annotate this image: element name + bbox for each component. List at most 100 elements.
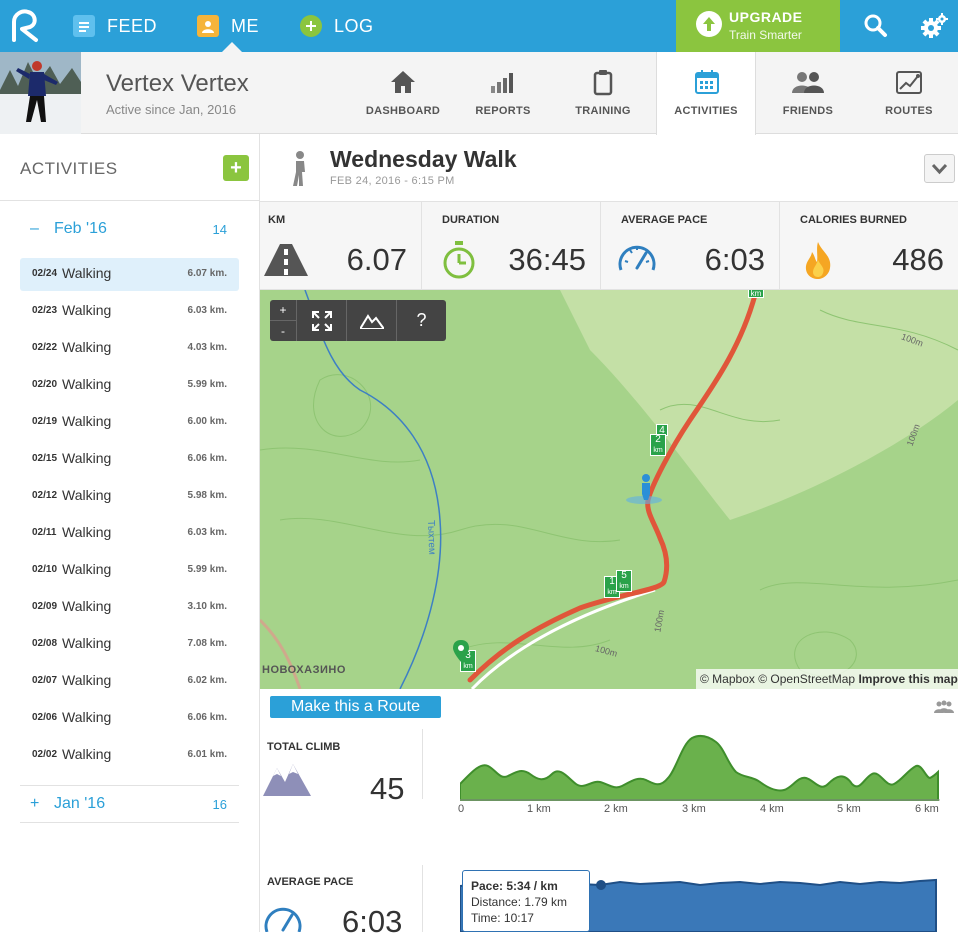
avatar[interactable] xyxy=(0,52,81,134)
km-marker-unit: km xyxy=(463,663,473,670)
tab-dashboard[interactable]: DASHBOARD xyxy=(353,52,453,134)
stat-duration-value: 36:45 xyxy=(508,242,586,277)
profile-active-since: Active since Jan, 2016 xyxy=(106,102,237,117)
runkeeper-logo[interactable] xyxy=(0,0,52,52)
activity-date: 02/06 xyxy=(32,712,58,723)
route-map[interactable]: НОВОХАЗИНО Тыхтем 100m 100m 100m 100m km… xyxy=(260,290,958,689)
clipboard-icon xyxy=(593,70,613,96)
upgrade-button[interactable]: UPGRADE Train Smarter xyxy=(676,0,840,52)
search-icon[interactable] xyxy=(860,10,892,42)
upgrade-title: UPGRADE xyxy=(729,9,803,25)
pace-chart-value: 6:03 xyxy=(342,904,403,939)
activity-type: Walking xyxy=(62,413,112,429)
month-jan-count: 16 xyxy=(212,797,227,812)
activity-list-item[interactable]: 02/10 Walking 5.99 km. xyxy=(20,554,239,587)
start-pin-icon xyxy=(453,640,469,662)
tab-activities[interactable]: ACTIVITIES xyxy=(656,52,756,135)
nav-me[interactable]: ME xyxy=(197,0,259,52)
activity-list-item[interactable]: 02/22 Walking 4.03 km. xyxy=(20,332,239,365)
activity-list-item[interactable]: 02/08 Walking 7.08 km. xyxy=(20,628,239,661)
activity-type: Walking xyxy=(62,265,112,281)
activities-sidebar: ACTIVITIES + – Feb '16 14 02/24 Walking 6.0… xyxy=(0,134,260,932)
map-river-label: Тыхтем xyxy=(425,520,438,556)
make-route-button[interactable]: Make this a Route xyxy=(270,696,441,718)
activity-date: 02/19 xyxy=(32,416,58,427)
activity-type: Walking xyxy=(62,339,112,355)
zoom-in-button[interactable]: + xyxy=(279,303,287,317)
month-jan-label: Jan '16 xyxy=(54,795,106,812)
nav-feed[interactable]: FEED xyxy=(73,0,157,52)
km-marker-unit: km xyxy=(653,447,663,454)
activity-type: Walking xyxy=(62,598,112,614)
speedometer-icon xyxy=(618,245,656,271)
activity-options-dropdown[interactable] xyxy=(924,154,955,183)
mapbox-attribution-link[interactable]: © Mapbox xyxy=(700,672,755,686)
flame-icon xyxy=(805,242,831,279)
activity-type: Walking xyxy=(62,561,112,577)
user-icon xyxy=(197,15,219,37)
terrain-button[interactable] xyxy=(346,300,396,341)
current-position-icon xyxy=(626,474,662,504)
activity-distance: 6.01 km. xyxy=(187,749,227,760)
activity-list-item[interactable]: 02/19 Walking 6.00 km. xyxy=(20,406,239,439)
activity-list-item[interactable]: 02/15 Walking 6.06 km. xyxy=(20,443,239,476)
stat-duration-label: DURATION xyxy=(442,214,500,226)
activity-date: 02/23 xyxy=(32,305,58,316)
improve-map-link[interactable]: Improve this map xyxy=(858,672,958,686)
add-activity-button[interactable]: + xyxy=(223,155,249,181)
elevation-chart[interactable] xyxy=(460,732,940,804)
stat-average-pace: AVERAGE PACE 6:03 xyxy=(601,202,780,290)
friends-icon xyxy=(792,72,824,93)
settings-gear-icon[interactable] xyxy=(918,10,950,42)
tooltip-pace: Pace: 5:34 / km xyxy=(471,878,581,894)
top-nav: FEED ME LOG UPGRADE Train Smarter xyxy=(0,0,958,52)
map-canvas[interactable] xyxy=(260,290,958,689)
tab-reports[interactable]: REPORTS xyxy=(453,52,553,134)
tab-routes-label: ROUTES xyxy=(885,105,933,117)
climb-value: 45 xyxy=(370,771,405,806)
osm-attribution-link[interactable]: © OpenStreetMap xyxy=(758,672,856,686)
stat-calories-label: CALORIES BURNED xyxy=(800,214,907,226)
chevron-down-icon xyxy=(931,163,948,175)
activity-date: 02/11 xyxy=(32,527,57,538)
stat-km-value: 6.07 xyxy=(346,242,407,277)
km-marker-number: 2 xyxy=(655,434,661,445)
km-marker-unit: km xyxy=(607,589,617,596)
group-share-icon[interactable] xyxy=(933,700,955,714)
activity-list-item[interactable]: 02/12 Walking 5.98 km. xyxy=(20,480,239,513)
activity-date: 02/20 xyxy=(32,379,58,390)
tab-routes[interactable]: ROUTES xyxy=(859,52,958,134)
activity-type: Walking xyxy=(62,376,112,392)
activity-type: Walking xyxy=(62,302,112,318)
stat-duration: DURATION 36:45 xyxy=(422,202,601,290)
activity-list-item[interactable]: 02/06 Walking 6.06 km. xyxy=(20,702,239,735)
stat-pace-value: 6:03 xyxy=(704,242,765,277)
nav-log[interactable]: LOG xyxy=(300,0,374,52)
activity-type: Walking xyxy=(62,487,112,503)
month-jan-toggle[interactable]: + Jan '16 xyxy=(30,795,105,813)
zoom-out-button[interactable]: - xyxy=(270,320,296,341)
fullscreen-button[interactable] xyxy=(296,300,346,341)
activity-list-item[interactable]: 02/09 Walking 3.10 km. xyxy=(20,591,239,624)
road-icon xyxy=(264,244,308,276)
stopwatch-icon xyxy=(443,241,475,279)
map-help-button[interactable]: ? xyxy=(396,300,446,341)
activity-list-item[interactable]: 02/24 Walking 6.07 km. xyxy=(20,258,239,291)
elevation-tick: 3 km xyxy=(682,803,706,815)
stat-km: KM 6.07 xyxy=(260,202,422,290)
sidebar-title: ACTIVITIES xyxy=(20,159,118,178)
activity-distance: 6.06 km. xyxy=(187,453,227,464)
activity-list-item[interactable]: 02/07 Walking 6.02 km. xyxy=(20,665,239,698)
activity-list-item[interactable]: 02/02 Walking 6.01 km. xyxy=(20,739,239,772)
tab-training[interactable]: TRAINING xyxy=(553,52,653,134)
activity-list-item[interactable]: 02/23 Walking 6.03 km. xyxy=(20,295,239,328)
activity-list-item[interactable]: 02/11 Walking 6.03 km. xyxy=(20,517,239,550)
tab-friends[interactable]: FRIENDS xyxy=(758,52,858,134)
activity-list-item[interactable]: 02/20 Walking 5.99 km. xyxy=(20,369,239,402)
activity-distance: 5.99 km. xyxy=(187,379,227,390)
route-map-icon xyxy=(896,71,922,94)
chart-divider xyxy=(422,729,423,799)
elevation-tick: 2 km xyxy=(604,803,628,815)
map-place-label: НОВОХАЗИНО xyxy=(262,664,346,676)
month-feb-toggle[interactable]: – Feb '16 xyxy=(30,220,107,238)
